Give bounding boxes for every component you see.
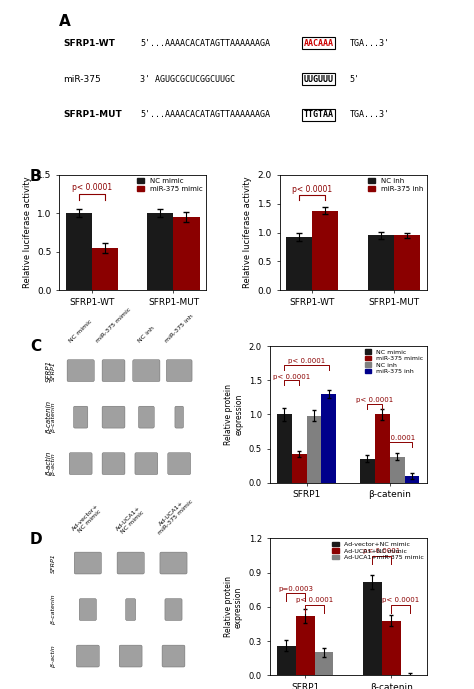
Bar <box>363 582 382 675</box>
Text: p< 0.0001: p< 0.0001 <box>382 597 419 604</box>
FancyBboxPatch shape <box>162 645 185 667</box>
Text: 5'...AAAACACATAGTTAAAAAAGA: 5'...AAAACACATAGTTAAAAAAGA <box>140 39 270 48</box>
Text: miR-375: miR-375 <box>63 74 100 83</box>
FancyBboxPatch shape <box>165 599 182 621</box>
Text: β-catenin: β-catenin <box>46 400 52 433</box>
Text: D: D <box>30 532 43 546</box>
Text: C: C <box>30 339 41 354</box>
FancyBboxPatch shape <box>67 360 94 382</box>
FancyBboxPatch shape <box>168 453 191 475</box>
Bar <box>374 414 390 483</box>
Text: TGA...3': TGA...3' <box>349 110 390 119</box>
Bar <box>307 415 321 483</box>
Legend: NC inh, miR-375 inh: NC inh, miR-375 inh <box>368 178 423 192</box>
Text: NC mimic: NC mimic <box>68 318 93 343</box>
Text: 5': 5' <box>349 74 359 83</box>
Text: 5'...AAAACACATAGTTAAAAAAGA: 5'...AAAACACATAGTTAAAAAAGA <box>140 110 270 119</box>
Text: Ad-UCA1+
miR-375 mimic: Ad-UCA1+ miR-375 mimic <box>153 495 194 536</box>
Text: SFRP1-MUT: SFRP1-MUT <box>63 110 122 119</box>
Bar <box>394 236 420 290</box>
Bar <box>173 217 200 290</box>
Text: AACAAA: AACAAA <box>303 39 334 48</box>
Text: SFRP1: SFRP1 <box>51 553 56 573</box>
Bar <box>321 394 337 483</box>
Bar <box>404 476 419 483</box>
FancyBboxPatch shape <box>73 407 88 428</box>
Text: A: A <box>59 14 71 29</box>
Legend: NC mimic, miR-375 mimic, NC inh, miR-375 inh: NC mimic, miR-375 mimic, NC inh, miR-375… <box>365 349 423 374</box>
Bar <box>277 646 296 675</box>
Y-axis label: Relative protein
expression: Relative protein expression <box>224 384 243 445</box>
FancyBboxPatch shape <box>76 645 99 667</box>
FancyBboxPatch shape <box>102 360 125 382</box>
Text: p< 0.0001: p< 0.0001 <box>292 185 332 194</box>
Bar <box>368 236 394 290</box>
FancyBboxPatch shape <box>102 407 125 428</box>
Bar <box>286 236 312 290</box>
Bar <box>292 454 307 483</box>
FancyBboxPatch shape <box>166 360 192 382</box>
Text: Ad-vector+
NC mimic: Ad-vector+ NC mimic <box>72 503 104 536</box>
Text: p< 0.0001: p< 0.0001 <box>378 435 416 441</box>
Bar <box>390 457 404 483</box>
Bar <box>360 459 374 483</box>
Legend: NC mimic, miR-375 mimic: NC mimic, miR-375 mimic <box>137 178 203 192</box>
Text: Ad-UCA1+
NC mimic: Ad-UCA1+ NC mimic <box>115 505 146 536</box>
Bar <box>277 414 292 483</box>
Text: miR-375 mimic: miR-375 mimic <box>95 307 132 343</box>
Text: p< 0.0001: p< 0.0001 <box>356 398 393 404</box>
FancyBboxPatch shape <box>175 407 183 428</box>
Bar <box>382 621 401 675</box>
Y-axis label: Relative protein
expression: Relative protein expression <box>224 576 243 637</box>
FancyBboxPatch shape <box>133 360 160 382</box>
FancyBboxPatch shape <box>74 552 101 574</box>
Bar <box>312 211 338 290</box>
Text: β-catenin: β-catenin <box>51 595 56 624</box>
Text: 3' AGUGCGCUCGGCUUGC: 3' AGUGCGCUCGGCUUGC <box>140 74 235 83</box>
Text: UUGUUU: UUGUUU <box>303 74 334 83</box>
Text: TGA...3': TGA...3' <box>349 39 390 48</box>
FancyBboxPatch shape <box>102 453 125 475</box>
Text: β-actin: β-actin <box>51 645 56 667</box>
Text: SFRP1: SFRP1 <box>46 360 52 382</box>
Text: p< 0.0001: p< 0.0001 <box>72 183 112 192</box>
Bar <box>296 616 315 675</box>
Text: p< 0.0001: p< 0.0001 <box>288 358 325 364</box>
Text: p=0.0003: p=0.0003 <box>278 586 313 592</box>
FancyBboxPatch shape <box>126 599 136 621</box>
Text: NC inh: NC inh <box>137 325 155 343</box>
Text: TTGTAA: TTGTAA <box>303 110 334 119</box>
Bar <box>66 213 92 290</box>
Text: SFRP1: SFRP1 <box>51 361 56 380</box>
Bar <box>315 652 333 675</box>
Text: miR-375 inh: miR-375 inh <box>164 313 194 343</box>
FancyBboxPatch shape <box>160 552 187 574</box>
FancyBboxPatch shape <box>79 599 96 621</box>
Text: p< 0.0001: p< 0.0001 <box>273 373 310 380</box>
FancyBboxPatch shape <box>69 453 92 475</box>
Text: β-catenin: β-catenin <box>51 402 56 432</box>
Bar <box>147 213 173 290</box>
Y-axis label: Relative luciferase activity: Relative luciferase activity <box>243 176 252 288</box>
Text: β-actin: β-actin <box>46 451 52 476</box>
Text: p< 0.0001: p< 0.0001 <box>363 548 400 555</box>
Text: B: B <box>30 169 42 184</box>
Text: p< 0.0001: p< 0.0001 <box>296 597 333 604</box>
FancyBboxPatch shape <box>117 552 144 574</box>
Y-axis label: Relative luciferase activity: Relative luciferase activity <box>23 176 32 288</box>
FancyBboxPatch shape <box>135 453 158 475</box>
FancyBboxPatch shape <box>138 407 154 428</box>
Text: SFRP1-WT: SFRP1-WT <box>63 39 115 48</box>
Legend: Ad-vector+NC mimic, Ad-UCA1+NC mimic, Ad-UCA1+miR-375 mimic: Ad-vector+NC mimic, Ad-UCA1+NC mimic, Ad… <box>332 542 423 560</box>
FancyBboxPatch shape <box>119 645 142 667</box>
Bar <box>92 248 118 290</box>
Text: β-actin: β-actin <box>51 453 56 475</box>
